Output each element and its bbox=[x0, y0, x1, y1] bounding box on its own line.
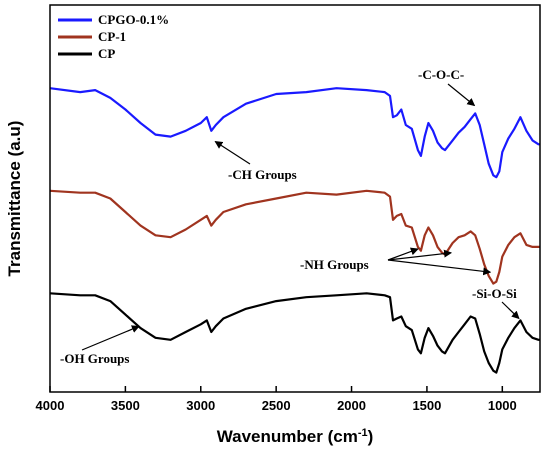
plot-frame bbox=[49, 4, 541, 393]
legend: CPGO-0.1% CP-1 CP bbox=[58, 12, 169, 61]
plot-lines bbox=[49, 87, 540, 374]
series-line-1 bbox=[49, 87, 540, 179]
legend-label: CP-1 bbox=[98, 29, 126, 44]
annotation-arrow bbox=[81, 325, 140, 351]
legend-label: CPGO-0.1% bbox=[98, 12, 169, 27]
annotation-label: -NH Groups bbox=[300, 257, 369, 272]
annotation-arrow bbox=[387, 259, 492, 276]
annotation-label: -OH Groups bbox=[60, 351, 129, 366]
series-line-2 bbox=[49, 189, 540, 285]
y-axis-label: Transmittance (a.u) bbox=[5, 121, 24, 277]
annotation-arrow bbox=[214, 141, 251, 165]
annotation-label: -CH Groups bbox=[228, 167, 297, 182]
series-line-3 bbox=[49, 292, 540, 374]
annotation-label: -Si-O-Si bbox=[472, 286, 517, 301]
x-tick-label: 1000 bbox=[488, 398, 517, 413]
annotations: -C-O-C- -CH Groups -NH Groups -Si-O-Si -OH G… bbox=[60, 67, 520, 366]
x-tick-label: 4000 bbox=[36, 398, 65, 413]
x-tick-label: 3500 bbox=[111, 398, 140, 413]
annotation-arrow bbox=[501, 301, 520, 320]
x-tick-label: 1500 bbox=[412, 398, 441, 413]
x-axis-label: Wavenumber (cm-1) bbox=[217, 427, 374, 446]
x-tick-label: 2500 bbox=[262, 398, 291, 413]
annotation-arrow bbox=[447, 83, 476, 107]
annotation-arrow bbox=[387, 247, 419, 261]
annotation-arrow bbox=[387, 249, 453, 261]
annotation-label: -C-O-C- bbox=[418, 67, 464, 82]
legend-label: CP bbox=[98, 46, 115, 61]
x-tick-label: 2000 bbox=[337, 398, 366, 413]
x-tick-label: 3000 bbox=[186, 398, 215, 413]
x-axis-ticks: 4000 3500 3000 2500 2000 1500 1000 bbox=[36, 386, 517, 413]
